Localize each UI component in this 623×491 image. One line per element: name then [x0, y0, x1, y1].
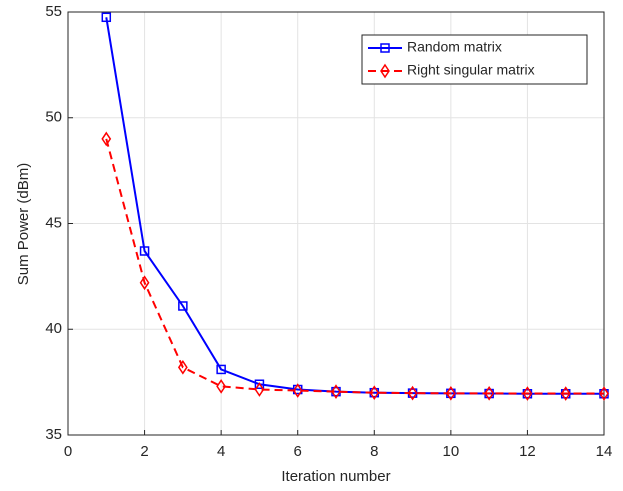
marker [139, 275, 150, 291]
marker [331, 384, 341, 399]
marker [178, 301, 188, 311]
marker [407, 385, 418, 401]
y-tick-label: 45 [45, 214, 62, 231]
marker [101, 12, 112, 23]
y-tick-label: 40 [45, 320, 62, 337]
marker [254, 382, 265, 397]
y-tick-label: 35 [45, 426, 62, 443]
marker [445, 385, 456, 401]
marker [599, 386, 609, 401]
x-tick-label: 0 [64, 443, 72, 460]
x-tick-label: 14 [596, 443, 613, 460]
y-tick-label: 50 [45, 109, 62, 126]
legend-label: Random matrix [407, 39, 502, 55]
marker [484, 385, 495, 401]
legend-marker [380, 63, 390, 79]
x-tick-label: 6 [294, 443, 302, 460]
legend-marker [380, 43, 390, 53]
marker [177, 359, 188, 375]
marker [522, 386, 533, 401]
marker [560, 386, 571, 401]
legend-label: Right singular matrix [407, 62, 535, 78]
y-axis-label: Sum Power (dBm) [15, 163, 32, 286]
x-tick-label: 12 [519, 443, 536, 460]
x-axis-label: Iteration number [281, 468, 390, 485]
y-tick-label: 55 [45, 3, 62, 20]
legend-box [361, 34, 588, 85]
x-tick-label: 8 [370, 443, 378, 460]
marker [216, 379, 227, 394]
plot-frame [67, 11, 605, 436]
line [105, 138, 604, 395]
x-tick-label: 4 [217, 443, 225, 460]
marker [216, 364, 226, 375]
marker [101, 131, 112, 147]
marker [292, 383, 303, 398]
x-tick-label: 10 [443, 443, 460, 460]
x-tick-label: 2 [140, 443, 148, 460]
marker [254, 379, 265, 389]
marker [369, 385, 380, 401]
marker [139, 246, 150, 256]
